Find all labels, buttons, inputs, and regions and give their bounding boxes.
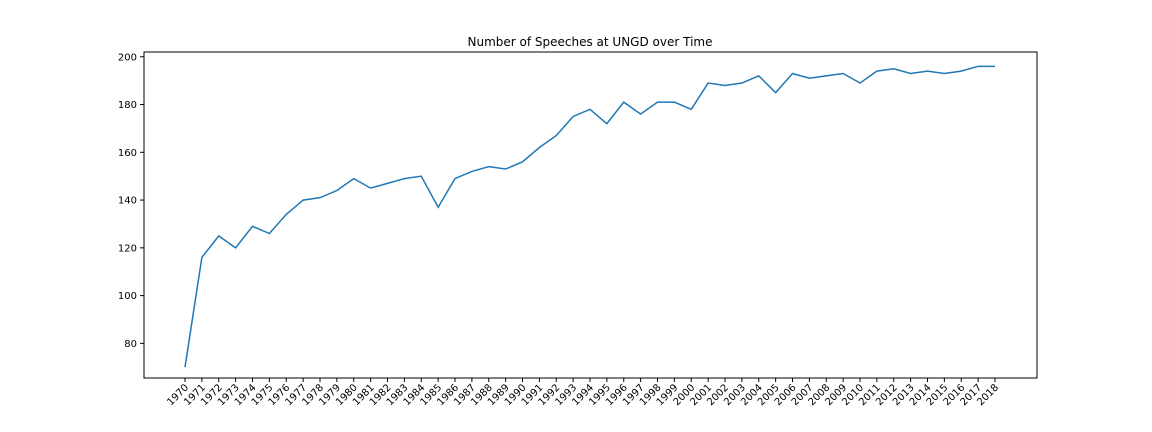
y-tick-label: 160 <box>118 148 137 159</box>
y-tick-label: 100 <box>118 291 137 302</box>
series-line <box>184 65 995 368</box>
chart-title: Number of Speeches at UNGD over Time <box>468 35 713 49</box>
x-axis: 1970197119721973197419751976197719781979… <box>165 378 1001 408</box>
y-tick-label: 80 <box>124 339 137 350</box>
plot-frame <box>143 51 1038 379</box>
y-tick-label: 180 <box>118 100 137 111</box>
y-tick-label: 120 <box>118 243 137 254</box>
y-tick-label: 200 <box>118 52 137 63</box>
y-axis: 80 100 120 140 160 180 200 <box>118 52 144 350</box>
y-tick-label: 140 <box>118 196 137 207</box>
